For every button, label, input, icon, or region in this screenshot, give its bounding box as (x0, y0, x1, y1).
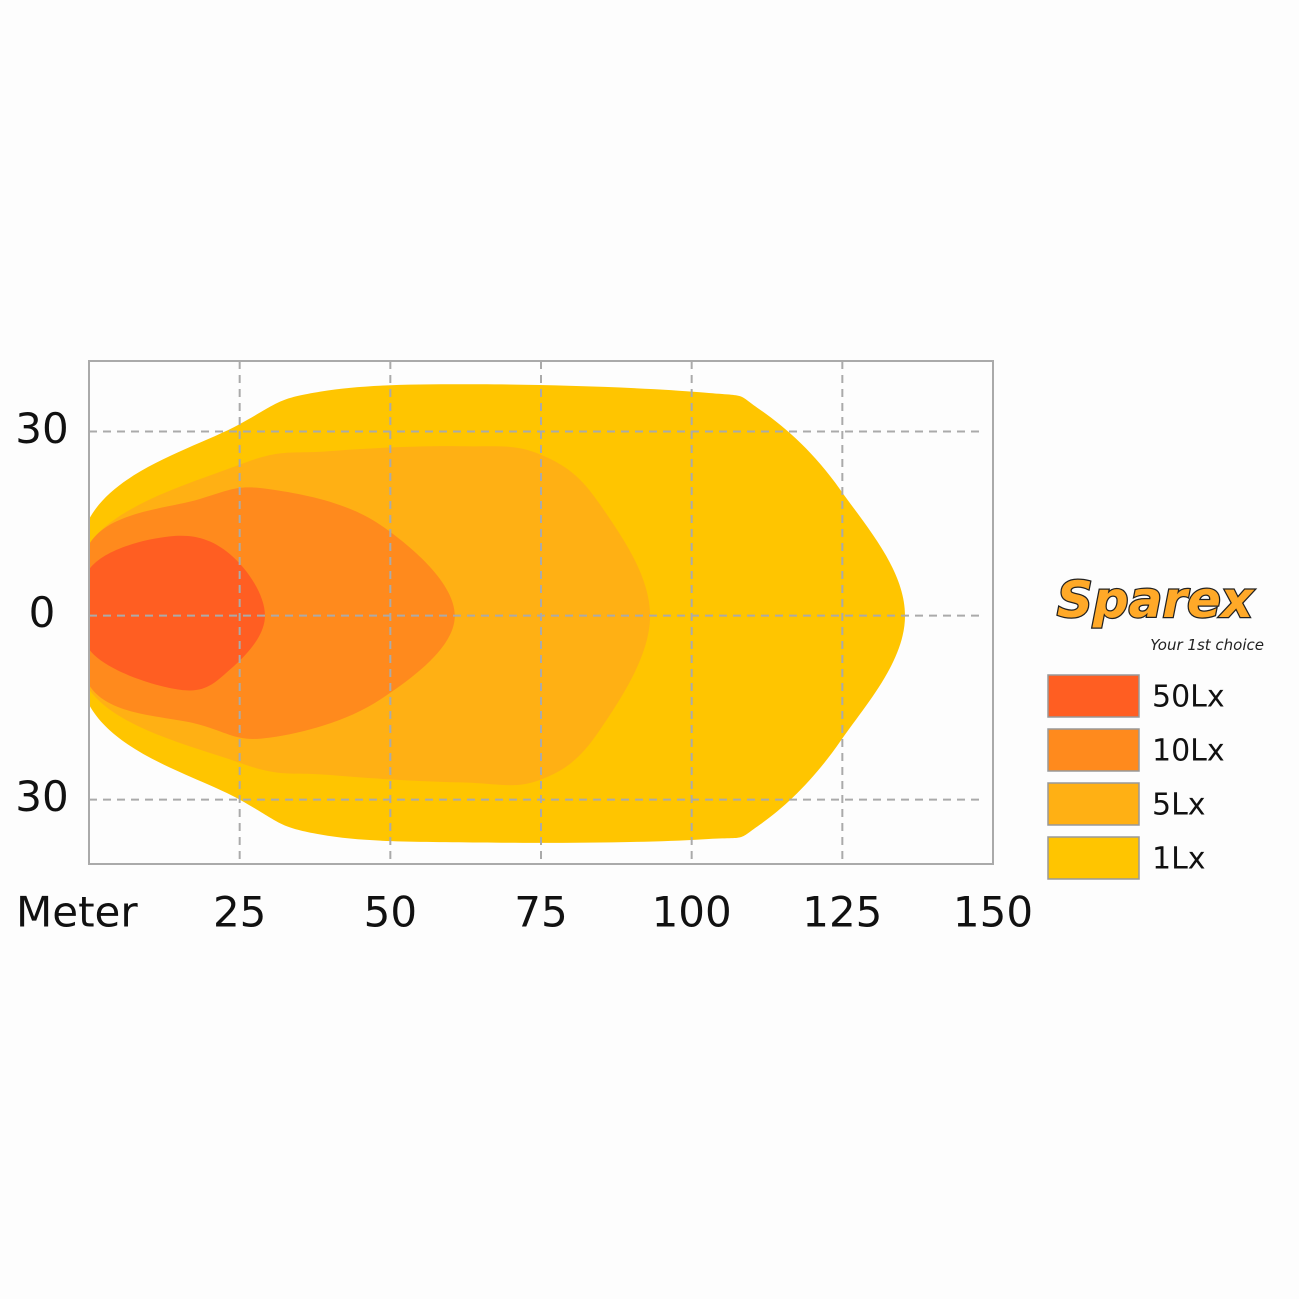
isolux-area (89, 535, 265, 691)
legend-label: 1Lx (1152, 842, 1206, 877)
legend: 50Lx 10Lx 5Lx 1Lx (1047, 674, 1225, 880)
legend-label: 50Lx (1152, 680, 1225, 715)
x-tick-label: 150 (953, 888, 1033, 937)
x-tick-label: 25 (213, 888, 266, 937)
legend-swatch (1047, 728, 1140, 772)
legend-swatch (1047, 836, 1140, 880)
legend-swatch (1047, 782, 1140, 826)
legend-label: 10Lx (1152, 734, 1225, 769)
plot-area (89, 384, 906, 843)
y-tick-label: 30 (15, 404, 68, 453)
x-tick-label: 100 (652, 888, 732, 937)
logo: Sparex Your 1st choice (1056, 570, 1264, 654)
logo-name: Sparex (1057, 571, 1255, 629)
legend-swatch (1047, 674, 1140, 718)
legend-label: 5Lx (1152, 788, 1206, 823)
x-axis-label: Meter (16, 888, 138, 937)
logo-tagline: Your 1st choice (1150, 636, 1264, 654)
y-tick-label: 0 (29, 588, 56, 637)
y-tick-label: 30 (15, 772, 68, 821)
x-tick-label: 75 (514, 888, 567, 937)
plot-frame (88, 360, 994, 865)
grid (89, 361, 985, 864)
x-tick-label: 125 (802, 888, 882, 937)
x-tick-label: 50 (364, 888, 417, 937)
